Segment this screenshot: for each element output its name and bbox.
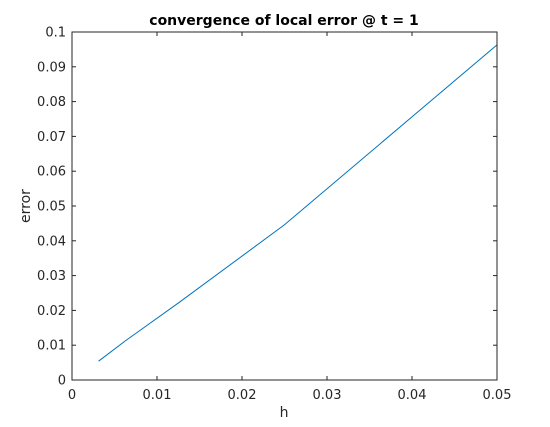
x-tick-label: 0.05: [483, 388, 512, 403]
x-tick-label: 0.02: [228, 388, 257, 403]
y-tick-label: 0.1: [45, 26, 66, 41]
y-axis: 0 0.01 0.02 0.03 0.04 0.05 0.06 0.07 0.08 0.09 0.1: [37, 26, 497, 389]
y-tick-label: 0.01: [37, 339, 66, 354]
y-tick-label: 0.03: [37, 269, 66, 284]
y-tick-label: 0.07: [37, 130, 66, 145]
y-tick-label: 0.08: [37, 95, 66, 110]
series-line-0: [99, 45, 497, 361]
x-axis: 0 0.01 0.02 0.03 0.04 0.05: [68, 32, 512, 403]
x-tick-label: 0.03: [313, 388, 342, 403]
y-tick-label: 0.05: [37, 200, 66, 215]
x-tick-label: 0.01: [143, 388, 172, 403]
y-tick-label: 0.04: [37, 234, 66, 249]
x-tick-label: 0.04: [398, 388, 427, 403]
y-axis-label: error: [18, 189, 34, 223]
y-tick-label: 0.02: [37, 304, 66, 319]
x-tick-label: 0: [68, 388, 76, 403]
axes-box: [72, 32, 497, 380]
y-tick-label: 0.06: [37, 165, 66, 180]
plot-area: [99, 45, 497, 361]
y-tick-label: 0: [58, 374, 66, 389]
chart-title: convergence of local error @ t = 1: [149, 13, 418, 29]
y-tick-label: 0.09: [37, 60, 66, 75]
x-axis-label: h: [280, 405, 289, 421]
